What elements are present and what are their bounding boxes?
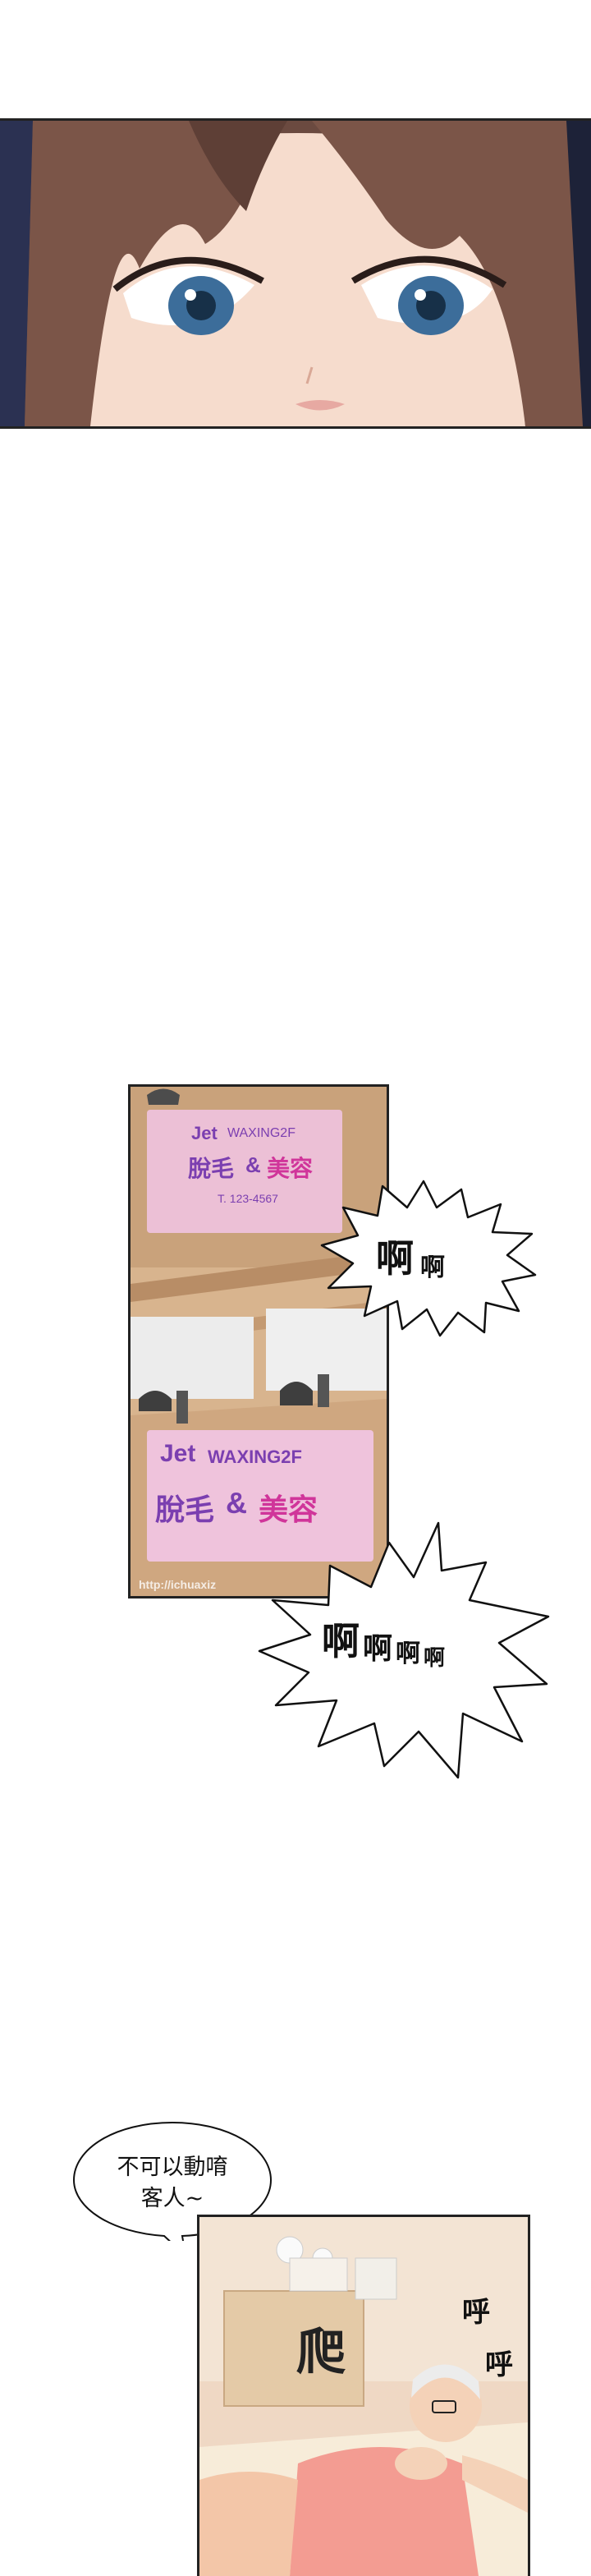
sfx-ah-small: 啊: [420, 1254, 445, 1282]
sfx-bubble-2: 啊 啊 啊 啊: [251, 1520, 555, 1782]
speech-line-1: 不可以動唷: [117, 2155, 228, 2180]
sign-bottom-chinese-left: 脫毛: [155, 1493, 215, 1527]
sign-top-phone: T. 123-4567: [218, 1192, 278, 1205]
sign-top-chinese-right: 美容: [267, 1155, 314, 1182]
sign-bottom-brand: Jet: [160, 1440, 196, 1467]
jagged-bubble-shape: [258, 1521, 550, 1779]
waxing-shop-panel: Jet WAXING2F 脫毛 & 美容 T. 123-4567 Jet WAX…: [128, 1084, 389, 1598]
watermark-text: http://ichuaxiz: [139, 1578, 217, 1591]
sign-bottom-chinese-right: 美容: [259, 1493, 318, 1527]
sfx-ah-3: 啊: [396, 1640, 420, 1668]
sfx-breath-2: 呼: [485, 2348, 513, 2381]
speech-bubble-shape: [72, 2121, 273, 2241]
sfx-crawl: 爬: [296, 2324, 346, 2381]
sfx-ah-large: 啊: [376, 1236, 414, 1281]
sign-top-chinese-left: 脫毛: [188, 1155, 235, 1182]
sfx-breath-1: 呼: [462, 2296, 490, 2329]
sign-top-amp: &: [245, 1152, 261, 1177]
sign-bottom-amp: &: [226, 1486, 247, 1520]
face-closeup-panel: [0, 118, 591, 429]
sfx-ah-2: 啊: [363, 1631, 393, 1666]
bedroom-panel: 爬 呼 呼: [197, 2215, 530, 2576]
face-illustration: [0, 121, 591, 426]
sign-bottom-service: WAXING2F: [208, 1447, 302, 1467]
sign-top-service: WAXING2F: [227, 1126, 296, 1140]
jagged-bubble-shape: [320, 1180, 537, 1337]
speech-bubble: 不可以動唷 客人~: [69, 2118, 276, 2241]
shop-wall-illustration: [131, 1087, 387, 1596]
sfx-bubble-1: 啊 啊: [317, 1175, 538, 1339]
sfx-ah-1: 啊: [322, 1619, 360, 1663]
speech-line-2: 客人~: [140, 2186, 204, 2211]
bedroom-illustration: [199, 2217, 528, 2576]
sfx-ah-4: 啊: [424, 1646, 446, 1671]
sign-top-brand: Jet: [191, 1123, 218, 1143]
